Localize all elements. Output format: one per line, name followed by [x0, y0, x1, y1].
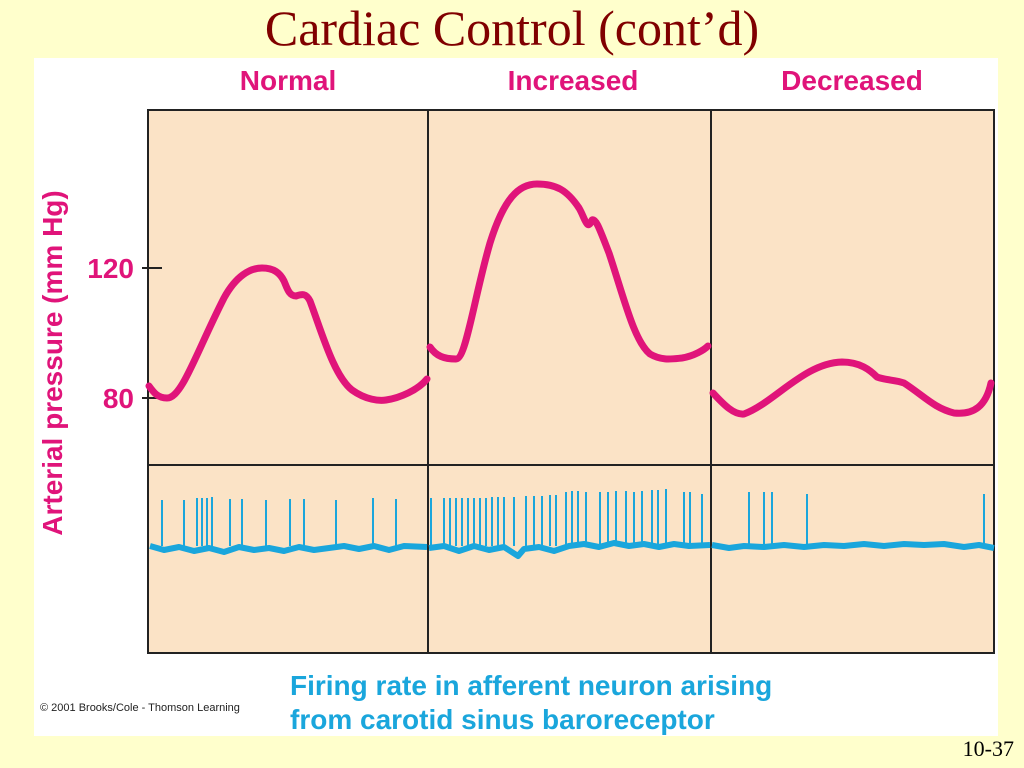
- header-decreased: Decreased: [781, 65, 923, 96]
- pressure-wave-normal: [145, 264, 431, 404]
- y-tick-120: 120: [87, 253, 134, 284]
- slide-title: Cardiac Control (cont’d): [264, 0, 760, 56]
- caption-line-2: from carotid sinus baroreceptor: [290, 704, 715, 735]
- baroreceptor-diagram: Normal Increased Decreased Arterial pres…: [37, 65, 995, 735]
- nerve-spikes-normal: [161, 497, 397, 546]
- slide-number: 10-37: [962, 736, 1014, 761]
- nerve-baseline-decreased: [711, 541, 995, 551]
- nerve-spikes-increased: [430, 489, 703, 546]
- pressure-wave-increased: [426, 180, 712, 363]
- y-tick-80: 80: [103, 383, 134, 414]
- pressure-wave-decreased: [709, 358, 995, 418]
- header-increased: Increased: [508, 65, 639, 96]
- nerve-spikes-decreased: [748, 492, 985, 545]
- panel-background: [147, 109, 995, 654]
- header-normal: Normal: [240, 65, 336, 96]
- y-axis-label: Arterial pressure (mm Hg): [37, 190, 68, 535]
- copyright-notice: © 2001 Brooks/Cole - Thomson Learning: [40, 702, 240, 714]
- caption-line-1: Firing rate in afferent neuron arising: [290, 670, 772, 701]
- figure-panel: Normal Increased Decreased Arterial pres…: [34, 58, 998, 736]
- nerve-baseline-increased: [428, 540, 711, 559]
